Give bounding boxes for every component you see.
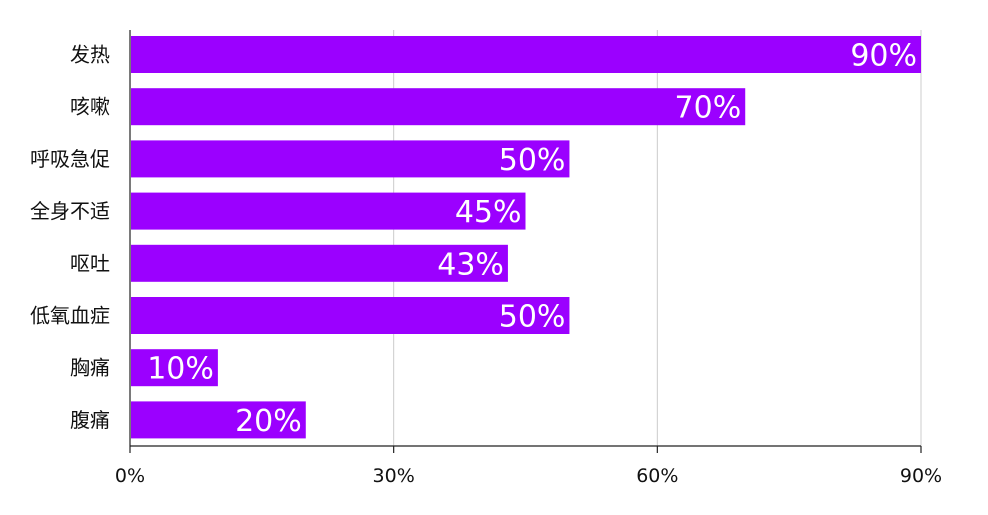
category-label: 腹痛	[70, 408, 110, 432]
bar-value-label: 70%	[675, 91, 742, 126]
category-label: 咳嗽	[70, 95, 110, 119]
bar-value-label: 43%	[437, 247, 504, 282]
category-label: 低氧血症	[30, 304, 110, 328]
category-label: 全身不适	[30, 199, 110, 223]
category-label: 呕吐	[70, 251, 110, 275]
bar-value-label: 50%	[499, 300, 566, 335]
category-label: 发热	[70, 43, 110, 67]
bar-layer: 90% 70% 50% 45% 43% 50% 10% 20%	[131, 36, 921, 439]
bar	[131, 140, 570, 178]
bar-value-label: 90%	[850, 39, 917, 74]
category-label: 呼吸急促	[30, 147, 110, 171]
bar-value-label: 20%	[235, 404, 302, 439]
bar	[131, 36, 921, 73]
x-tick-labels: 0% 30% 60% 90%	[115, 465, 942, 487]
bar-value-label: 45%	[455, 195, 522, 230]
bar-value-label: 10%	[147, 352, 214, 387]
x-tick-label: 30%	[373, 465, 415, 487]
bar	[131, 297, 570, 334]
x-tick-label: 60%	[636, 465, 678, 487]
bar	[131, 244, 508, 282]
x-tick-label: 90%	[900, 465, 942, 487]
x-tick-label: 0%	[115, 465, 145, 487]
bar	[131, 349, 218, 387]
bar	[131, 401, 306, 439]
bar-value-label: 50%	[499, 143, 566, 178]
bar	[131, 88, 746, 126]
category-label: 胸痛	[70, 356, 110, 380]
bar	[131, 192, 526, 230]
